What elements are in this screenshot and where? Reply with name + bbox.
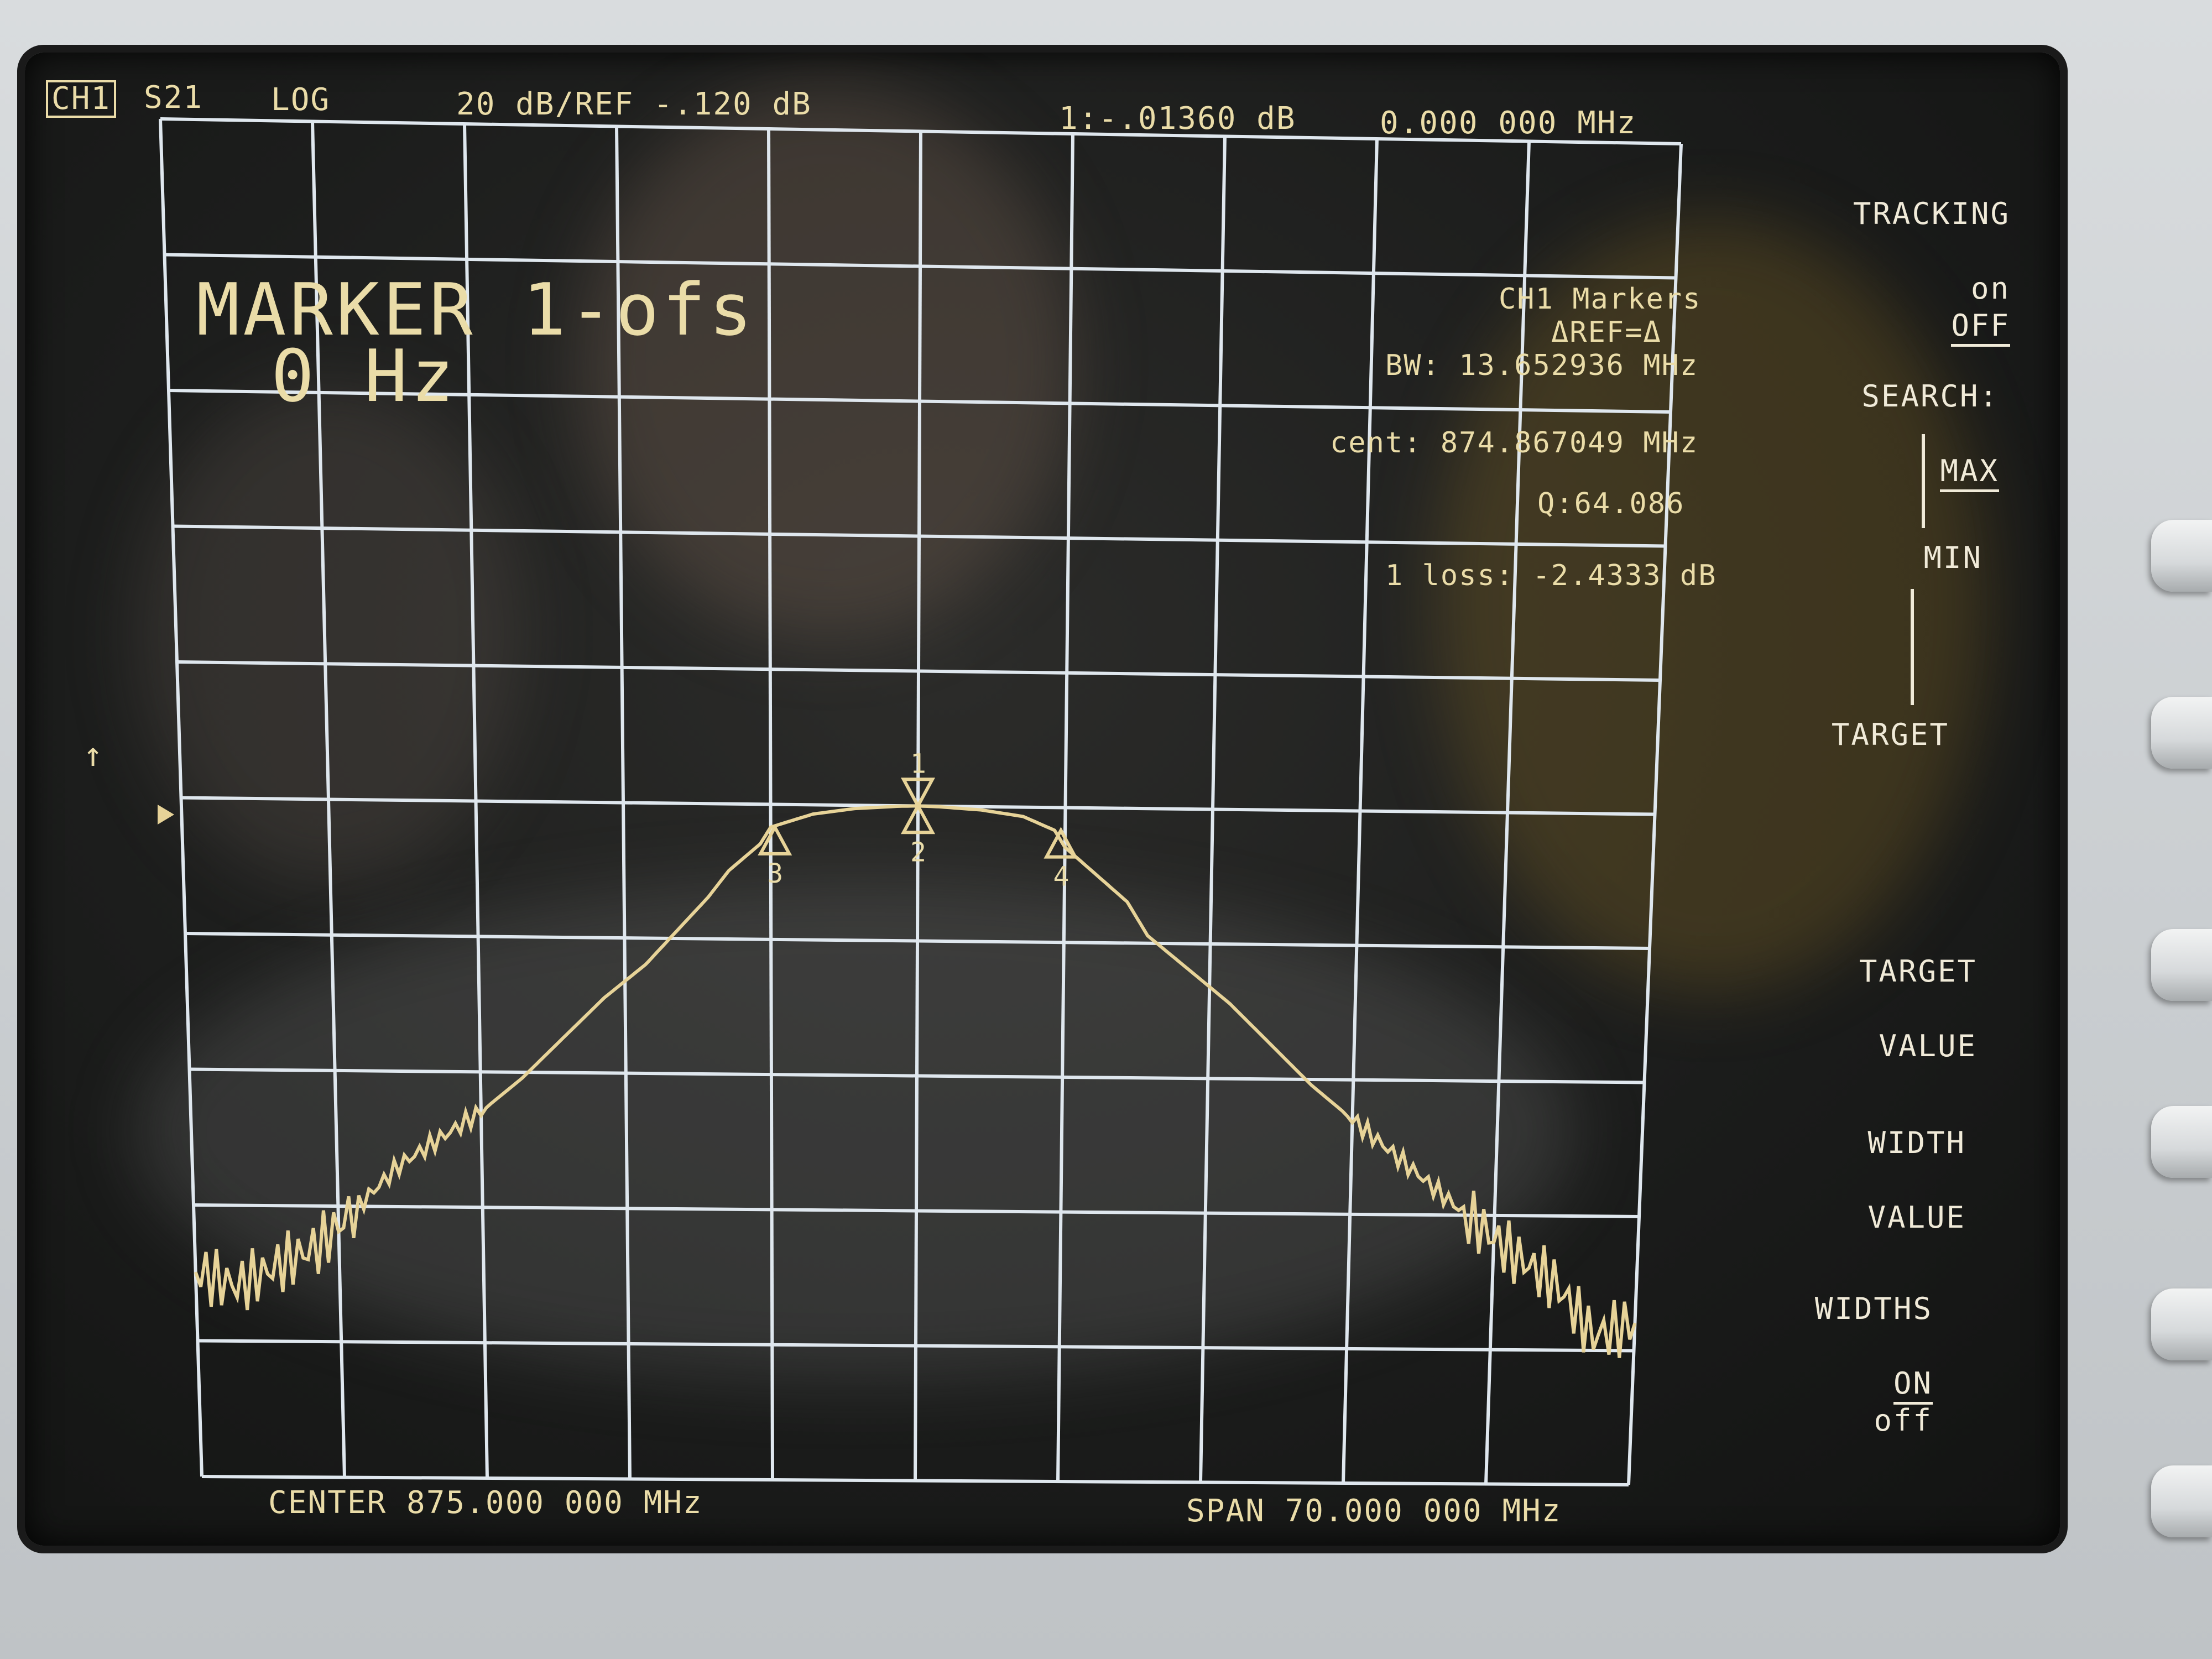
marker-3-label: 3 <box>767 858 783 889</box>
softkey-widths: WIDTHS ON off <box>1678 1253 1933 1477</box>
marker-2-label: 2 <box>910 837 926 868</box>
marker-1-label: 1 <box>910 748 926 779</box>
softkey-button-1[interactable] <box>2151 520 2212 592</box>
marker-stats-bw: BW: 13.652936 MHz <box>1385 351 1698 380</box>
search-bracket-upper <box>1922 434 1925 528</box>
softkey-widths-label: WIDTHS <box>1815 1291 1933 1326</box>
center-frequency: CENTER 875.000 000 MHz <box>268 1488 703 1519</box>
softkey-widths-off: off <box>1874 1403 1933 1438</box>
softkey-button-4[interactable] <box>2151 1106 2212 1178</box>
softkey-width-value-line2: VALUE <box>1867 1200 1966 1235</box>
softkey-search-label: SEARCH: <box>1861 379 1999 414</box>
marker-4-label: 4 <box>1053 862 1069 893</box>
marker-stats-ref: ΔREF=Δ <box>1551 318 1662 347</box>
softkey-button-2[interactable] <box>2151 697 2212 769</box>
marker-stats-center: cent: 874.867049 MHz <box>1330 429 1698 457</box>
softkey-target: TARGET <box>1700 716 1949 754</box>
softkey-search-max: MAX <box>1940 453 1999 492</box>
softkey-button-5[interactable] <box>2151 1288 2212 1360</box>
ref-arrow-up: ↑ <box>83 738 104 771</box>
span-frequency: SPAN 70.000 000 MHz <box>1186 1496 1562 1527</box>
marker-stats-title: CH1 Markers <box>1499 285 1701 314</box>
softkey-width-value: WIDTH VALUE <box>1700 1087 1966 1274</box>
search-bracket-lower <box>1911 589 1914 705</box>
softkey-widths-on: ON <box>1893 1366 1933 1405</box>
softkey-tracking-label: TRACKING <box>1853 196 2010 231</box>
marker-banner-line2: 0 Hz <box>271 340 457 412</box>
softkey-target-value-line1: TARGET <box>1859 954 1977 989</box>
softkey-button-6[interactable] <box>2151 1465 2212 1537</box>
softkey-search: SEARCH: MAX <box>1700 340 1999 527</box>
marker-stats-loss: 1 loss: -2.4333 dB <box>1385 561 1717 590</box>
analyzer-screen: CH1 S21 LOG 20 dB/REF -.120 dB 1:-.01360… <box>25 53 2060 1546</box>
marker-stats-q: Q:64.086 <box>1537 489 1684 518</box>
softkey-min: MIN <box>1700 539 1983 577</box>
softkey-target-value-line2: VALUE <box>1879 1029 1977 1063</box>
softkey-button-3[interactable] <box>2151 929 2212 1001</box>
softkey-tracking-on: on <box>1971 271 2010 306</box>
ref-position-marker <box>158 805 174 825</box>
marker-3-triangle <box>760 827 789 854</box>
softkey-target-value: TARGET VALUE <box>1700 915 1977 1102</box>
softkey-width-value-line1: WIDTH <box>1867 1125 1966 1160</box>
